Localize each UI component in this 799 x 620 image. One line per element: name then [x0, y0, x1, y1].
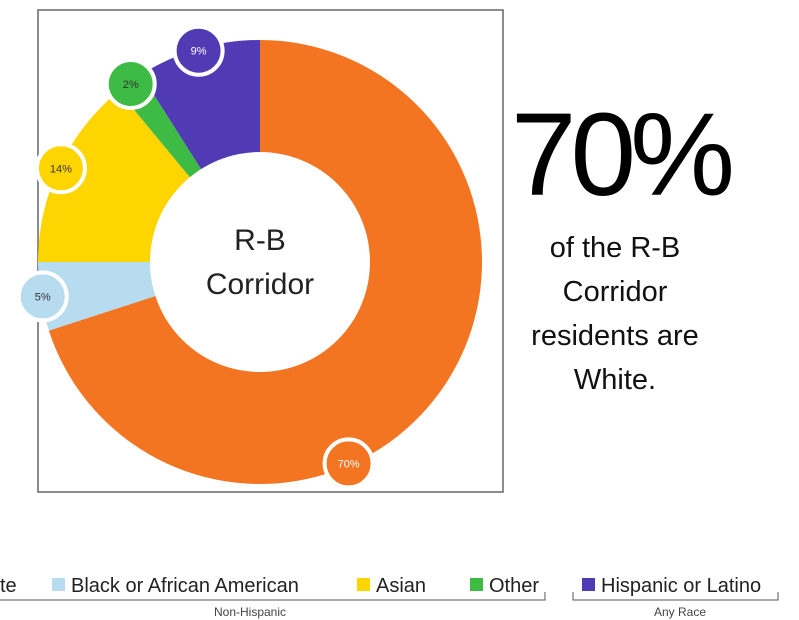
legend-group-non-hispanic: Non-Hispanic [213, 605, 287, 619]
legend-group-any-race: Any Race [653, 605, 707, 619]
legend-label-white: te [0, 575, 17, 597]
legend-swatch-black [52, 578, 65, 591]
stat-line-3: residents are [531, 320, 699, 352]
legend-item-asian: Asian [357, 575, 426, 598]
data-label: 70% [338, 458, 360, 470]
donut-chart: R-B Corridor 70% 5% 14% 2% 9% [16, 9, 504, 493]
legend-item-other: Other [470, 575, 539, 598]
stat-line-4: White. [573, 364, 657, 396]
stat-value: 70% [510, 89, 735, 221]
data-label: 2% [123, 79, 139, 91]
legend-swatch-hispanic [582, 578, 595, 591]
stat-line-2: Corridor [562, 276, 668, 308]
chart-frame [37, 9, 504, 493]
data-label: 9% [191, 46, 207, 58]
legend-label-black: Black or African American [71, 575, 299, 597]
data-label-bubble [104, 58, 157, 110]
legend-brackets [0, 592, 779, 601]
bracket-any-race [572, 592, 779, 601]
data-label-bubble [322, 437, 375, 490]
legend-label-hispanic: Hispanic or Latino [601, 575, 762, 597]
data-label: 5% [35, 291, 51, 303]
legend-label-other: Other [489, 575, 540, 597]
legend: te Black or African American Asian Other… [0, 570, 799, 620]
center-label-line2: Corridor [206, 268, 314, 301]
legend-item-white: te [0, 575, 17, 598]
legend-item-hispanic: Hispanic or Latino [582, 575, 761, 598]
data-label-bubble [172, 24, 225, 77]
stat-description: of the R-B Corridor residents are White. [505, 226, 725, 402]
legend-swatch-other [470, 578, 483, 591]
donut-hole [150, 152, 370, 372]
center-label-line1: R-B [234, 224, 286, 257]
data-label-bubbles: 70% 5% 14% 2% 9% [16, 24, 375, 490]
bracket-non-hispanic [0, 592, 546, 601]
data-label-bubble [16, 270, 69, 323]
data-label: 14% [50, 163, 72, 175]
stat-line-1: of the R-B [549, 232, 681, 264]
legend-swatch-asian [357, 578, 370, 591]
data-label-bubble [34, 142, 87, 195]
legend-label-asian: Asian [376, 575, 427, 597]
legend-item-black: Black or African American [52, 575, 299, 598]
